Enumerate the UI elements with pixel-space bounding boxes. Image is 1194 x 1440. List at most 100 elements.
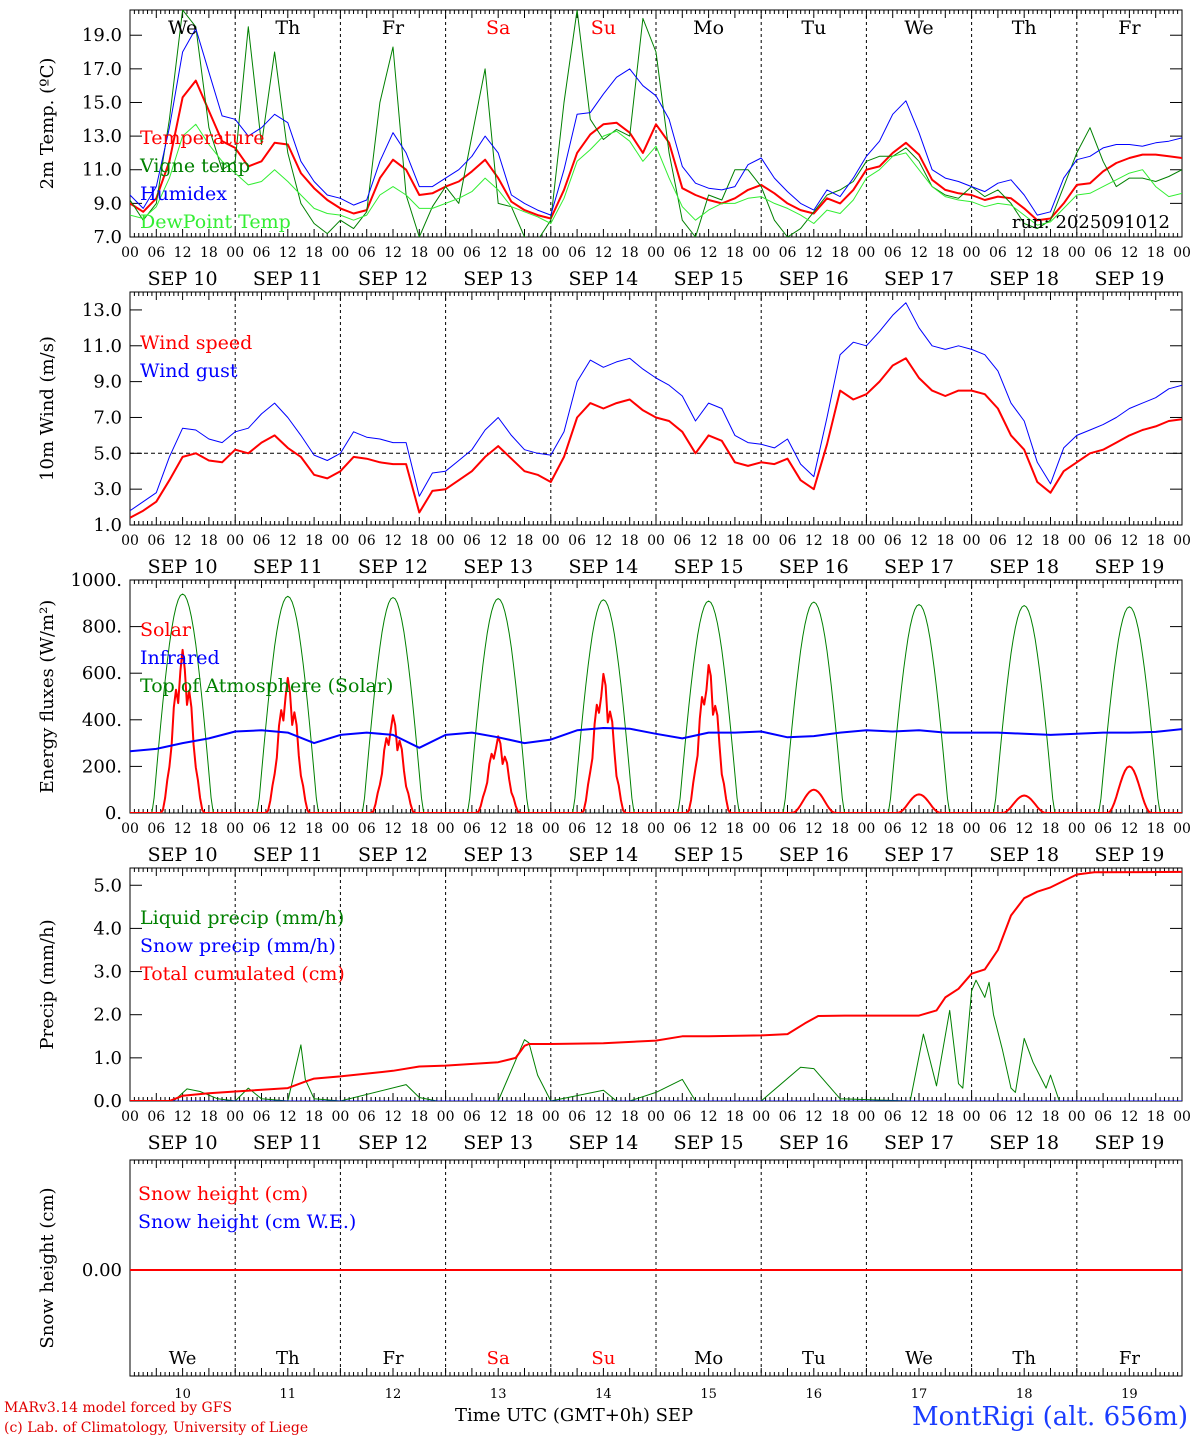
hour-tick-label: 00 — [331, 533, 349, 549]
hour-tick-label: 06 — [779, 1109, 797, 1125]
hour-tick-label: 12 — [700, 1109, 718, 1125]
hour-tick-label: 00 — [331, 1109, 349, 1125]
hour-tick-label: 00 — [1173, 245, 1191, 261]
hour-tick-label: 18 — [726, 245, 744, 261]
hour-tick-label: 00 — [226, 245, 244, 261]
hour-tick-label: 00 — [1068, 1109, 1086, 1125]
hour-tick-label: 18 — [410, 1109, 428, 1125]
day-name-bottom: We — [905, 1348, 933, 1369]
day-name-bottom: Tu — [802, 1348, 826, 1369]
x-axis-caption: Time UTC (GMT+0h) SEP — [455, 1405, 694, 1426]
hour-tick-label: 06 — [1094, 1109, 1112, 1125]
hour-tick-label: 12 — [910, 533, 928, 549]
y-axis-label-wind: 10m Wind (m/s) — [37, 336, 58, 481]
y-tick-label: 0. — [105, 803, 122, 824]
hour-tick-label: 06 — [1094, 821, 1112, 837]
hour-tick-label: 06 — [358, 533, 376, 549]
hour-tick-label: 00 — [963, 245, 981, 261]
hour-tick-label: 18 — [726, 533, 744, 549]
y-tick-label: 9.0 — [93, 193, 122, 214]
legend-entry: Humidex — [140, 183, 227, 205]
hour-tick-label: 12 — [279, 533, 297, 549]
date-label: SEP 12 — [358, 844, 428, 866]
y-tick-label: 4.0 — [93, 918, 122, 939]
y-tick-label: 5.0 — [93, 875, 122, 896]
hour-tick-label: 12 — [279, 245, 297, 261]
bottom-date-label: 14 — [595, 1387, 612, 1402]
hour-tick-label: 00 — [963, 821, 981, 837]
y-tick-label: 7.0 — [93, 227, 122, 248]
day-name-top: Mo — [693, 17, 724, 39]
date-label: SEP 14 — [568, 844, 638, 866]
hour-tick-label: 18 — [936, 821, 954, 837]
hour-tick-label: 06 — [463, 1109, 481, 1125]
date-label: SEP 15 — [674, 1132, 744, 1154]
hour-tick-label: 06 — [568, 1109, 586, 1125]
hour-tick-label: 18 — [305, 1109, 323, 1125]
hour-tick-label: 18 — [831, 245, 849, 261]
hour-tick-label: 00 — [437, 1109, 455, 1125]
day-name-bottom: Sa — [487, 1348, 510, 1369]
hour-tick-label: 06 — [989, 821, 1007, 837]
hour-tick-label: 12 — [489, 245, 507, 261]
hour-tick-label: 12 — [174, 821, 192, 837]
y-tick-label: 400. — [82, 710, 122, 731]
credit-line-1: MARv3.14 model forced by GFS — [4, 1400, 233, 1416]
hour-tick-label: 00 — [752, 245, 770, 261]
date-label: SEP 10 — [148, 844, 218, 866]
day-name-top: Sa — [486, 17, 510, 39]
hour-tick-label: 18 — [1042, 821, 1060, 837]
hour-tick-label: 12 — [279, 821, 297, 837]
y-tick-label: 17.0 — [82, 59, 122, 80]
day-name-top: Su — [591, 17, 616, 39]
y-tick-label: 5.0 — [93, 443, 122, 464]
hour-tick-label: 12 — [700, 821, 718, 837]
hour-tick-label: 18 — [1147, 245, 1165, 261]
date-label: SEP 12 — [358, 1132, 428, 1154]
hour-tick-label: 00 — [1173, 1109, 1191, 1125]
hour-tick-label: 00 — [121, 533, 139, 549]
hour-tick-label: 06 — [989, 533, 1007, 549]
hour-tick-label: 06 — [673, 245, 691, 261]
hour-tick-label: 12 — [700, 533, 718, 549]
hour-tick-label: 00 — [121, 1109, 139, 1125]
hour-tick-label: 12 — [910, 245, 928, 261]
hour-tick-label: 06 — [673, 533, 691, 549]
hour-tick-label: 00 — [857, 821, 875, 837]
hour-tick-label: 00 — [647, 821, 665, 837]
hour-tick-label: 00 — [647, 1109, 665, 1125]
hour-tick-label: 06 — [253, 245, 271, 261]
y-tick-label: 13.0 — [82, 300, 122, 321]
hour-tick-label: 00 — [331, 245, 349, 261]
hour-tick-label: 06 — [568, 533, 586, 549]
date-label: SEP 19 — [1094, 1132, 1164, 1154]
hour-tick-label: 00 — [752, 1109, 770, 1125]
hour-tick-label: 18 — [1042, 245, 1060, 261]
y-tick-label: 600. — [82, 663, 122, 684]
date-label: SEP 15 — [674, 556, 744, 578]
date-label: SEP 14 — [568, 556, 638, 578]
hour-tick-label: 00 — [963, 1109, 981, 1125]
y-tick-label: 11.0 — [82, 336, 122, 357]
bottom-date-label: 10 — [174, 1387, 191, 1402]
date-label: SEP 17 — [884, 556, 954, 578]
y-axis-label-snow: Snow height (cm) — [37, 1187, 58, 1348]
hour-tick-label: 18 — [831, 821, 849, 837]
y-axis-label-precip: Precip (mm/h) — [37, 919, 58, 1049]
series-line-total-cumulated-cm- — [130, 870, 1182, 1101]
hour-tick-label: 00 — [121, 245, 139, 261]
series-line-dewpoint-temp — [130, 123, 1182, 226]
date-label: SEP 10 — [148, 556, 218, 578]
hour-tick-label: 00 — [1068, 821, 1086, 837]
day-name-top: Th — [275, 17, 300, 39]
date-label: SEP 19 — [1094, 844, 1164, 866]
hour-tick-label: 00 — [857, 1109, 875, 1125]
date-label: SEP 15 — [674, 268, 744, 290]
day-name-top: Fr — [1118, 17, 1141, 39]
hour-tick-label: 12 — [174, 1109, 192, 1125]
hour-tick-label: 06 — [147, 821, 165, 837]
legend-entry: Total cumulated (cm) — [140, 963, 345, 985]
date-label: SEP 13 — [463, 556, 533, 578]
hour-tick-label: 18 — [1147, 821, 1165, 837]
hour-tick-label: 18 — [936, 245, 954, 261]
